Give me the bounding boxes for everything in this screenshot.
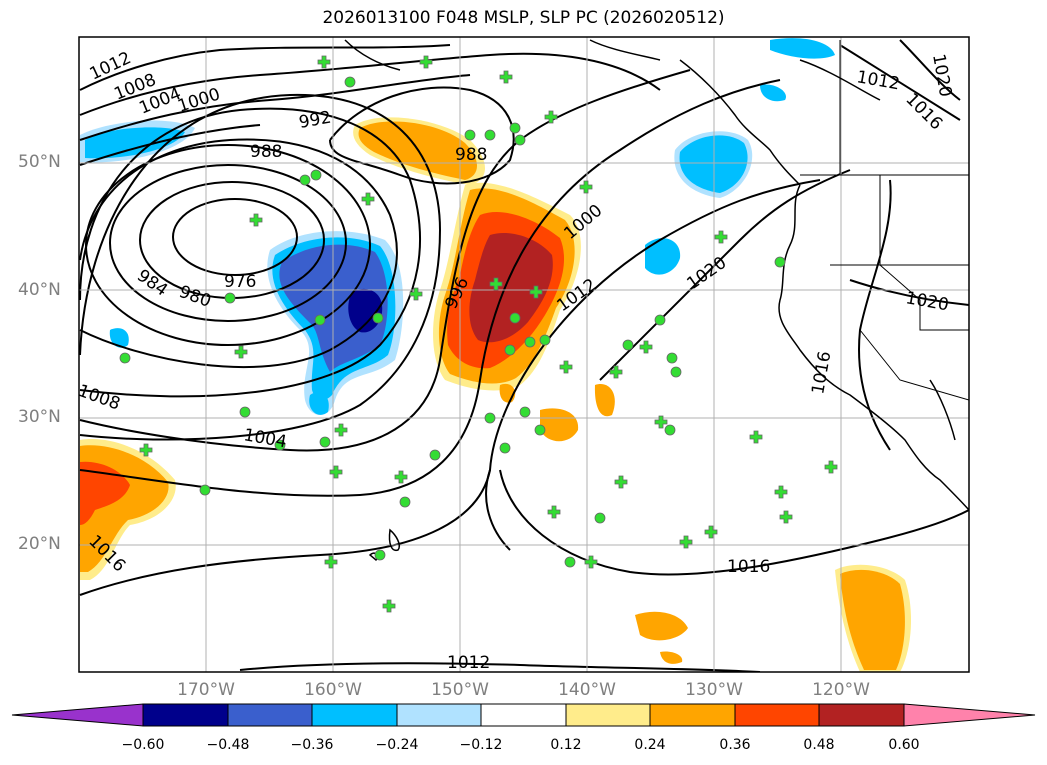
lon-label-120w: 120°W xyxy=(812,680,870,700)
lon-label-160w: 160°W xyxy=(304,680,362,700)
lon-label-170w: 170°W xyxy=(177,680,235,700)
colorbar-tick-label: −0.48 xyxy=(206,737,250,753)
mslp-contours xyxy=(79,39,969,672)
colorbar-tick-label: 0.36 xyxy=(719,737,751,753)
colorbar-tick-label: −0.36 xyxy=(290,737,334,753)
lon-label-150w: 150°W xyxy=(431,680,489,700)
colorbar-tick-label: 0.12 xyxy=(550,737,582,753)
coastline xyxy=(344,39,969,562)
map-frame xyxy=(78,36,970,673)
colorbar-bin xyxy=(142,703,229,727)
colorbar-tick-label: 0.24 xyxy=(634,737,666,753)
colorbar xyxy=(11,703,1036,727)
colorbar-tick-label: −0.12 xyxy=(459,737,503,753)
colorbar-bin xyxy=(649,703,736,727)
graticule xyxy=(79,37,969,672)
political-boundaries xyxy=(800,40,969,401)
colorbar-bin xyxy=(480,703,567,727)
colorbar-bin xyxy=(396,703,482,727)
lon-label-130w: 130°W xyxy=(685,680,743,700)
colorbar-tick-label: −0.24 xyxy=(375,737,419,753)
contour-label-988-east: 988 xyxy=(455,145,487,165)
lat-label-50n: 50°N xyxy=(18,152,61,172)
colorbar-bin xyxy=(565,703,651,727)
colorbar-bin xyxy=(818,703,905,727)
lat-label-20n: 20°N xyxy=(18,534,61,554)
colorbar-bin xyxy=(311,703,398,727)
colorbar-bin xyxy=(734,703,820,727)
colorbar-tick-label: 0.60 xyxy=(888,737,920,753)
contour-label-976: 976 xyxy=(224,272,256,292)
contour-label-988-west: 988 xyxy=(250,142,282,162)
lon-label-140w: 140°W xyxy=(558,680,616,700)
lat-label-30n: 30°N xyxy=(18,407,61,427)
lat-label-40n: 40°N xyxy=(18,280,61,300)
observation-markers xyxy=(119,55,838,613)
colorbar-tick-label: 0.48 xyxy=(803,737,835,753)
contour-label-1016-south: 1016 xyxy=(727,557,770,577)
colorbar-tick-label: −0.60 xyxy=(121,737,165,753)
contour-label-1012-south: 1012 xyxy=(447,653,490,673)
colorbar-bin xyxy=(227,703,313,727)
colorbar-bin-extend-max xyxy=(903,703,1036,727)
map-title: 2026013100 F048 MSLP, SLP PC (2026020512… xyxy=(322,8,725,28)
colorbar-bin-extend-min xyxy=(11,703,144,727)
